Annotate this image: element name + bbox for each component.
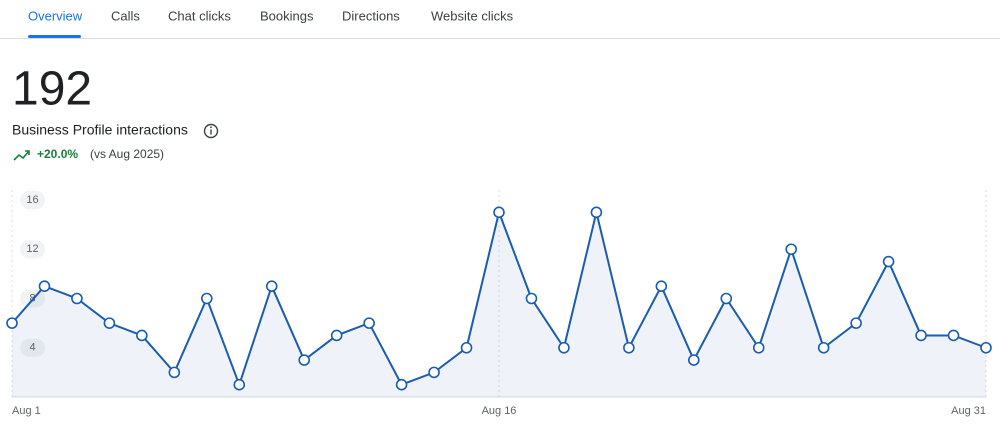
data-point — [71, 292, 83, 305]
data-point — [103, 317, 116, 329]
data-point — [752, 341, 765, 354]
data-point — [363, 317, 375, 329]
tab[interactable]: Website clicks — [431, 8, 514, 23]
x-tick-label: Aug 31 — [951, 405, 986, 417]
total-value: 192 — [12, 63, 92, 116]
x-tick-label: Aug 1 — [12, 405, 41, 417]
data-point — [947, 329, 960, 342]
data-point — [850, 317, 862, 329]
data-point — [655, 280, 668, 292]
tab[interactable]: Overview — [28, 8, 83, 23]
data-point — [980, 341, 992, 354]
y-tick-pill — [20, 191, 45, 209]
data-point — [558, 341, 570, 354]
data-point — [6, 317, 18, 329]
data-point — [915, 329, 927, 342]
y-tick-label: 16 — [26, 194, 38, 206]
trend-icon — [13, 150, 30, 161]
data-point — [330, 329, 343, 342]
data-point — [785, 243, 798, 256]
data-point — [525, 292, 538, 305]
data-point — [233, 378, 246, 391]
metric-label: Business Profile interactions — [12, 122, 188, 138]
area — [12, 212, 986, 397]
data-point — [298, 354, 311, 366]
data-point — [395, 378, 408, 391]
tab[interactable]: Directions — [342, 8, 400, 23]
active-tab-indicator — [28, 35, 81, 38]
info-icon[interactable] — [203, 123, 219, 139]
data-point — [720, 292, 733, 305]
y-tick-label: 12 — [26, 243, 38, 255]
tab[interactable]: Chat clicks — [168, 8, 231, 23]
x-tick-label: Aug 16 — [482, 405, 517, 417]
data-point — [136, 329, 148, 342]
y-tick-pill — [20, 240, 45, 259]
y-tick-pill — [20, 338, 45, 357]
data-point — [168, 366, 181, 379]
tab[interactable]: Bookings — [260, 8, 314, 23]
data-point — [623, 341, 635, 354]
data-point — [460, 341, 473, 354]
change-value: +20.0% — [37, 147, 78, 161]
data-point — [201, 292, 213, 305]
data-point — [428, 366, 440, 379]
y-tick-label: 4 — [29, 342, 35, 354]
data-point — [265, 280, 278, 292]
data-point — [493, 206, 505, 219]
data-point — [38, 280, 51, 292]
data-point — [590, 206, 603, 219]
data-point — [687, 354, 700, 366]
tab[interactable]: Calls — [111, 8, 140, 23]
data-point — [817, 341, 830, 354]
data-point — [882, 255, 895, 268]
comparison-label: (vs Aug 2025) — [90, 147, 164, 161]
